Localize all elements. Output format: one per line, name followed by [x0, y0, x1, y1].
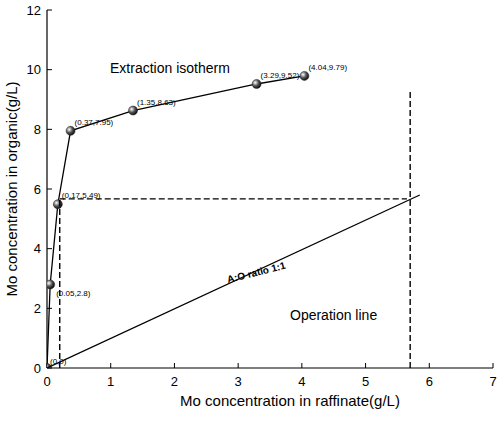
- point: [300, 71, 309, 80]
- x-tick: [429, 363, 430, 368]
- annotation: Operation line: [290, 307, 377, 323]
- data-label: (0.05,2.8): [56, 289, 91, 298]
- x-tick-label: 6: [426, 374, 433, 389]
- series-line: [47, 195, 420, 368]
- dashed-line: [60, 198, 407, 199]
- y-tick-label: 12: [27, 3, 41, 18]
- point: [66, 126, 75, 135]
- x-tick: [365, 363, 366, 368]
- dashed-line: [59, 199, 60, 368]
- data-label: (0.17,5.49): [62, 191, 101, 200]
- y-tick-label: 0: [34, 361, 41, 376]
- x-tick-label: 2: [171, 374, 178, 389]
- y-tick: [47, 248, 52, 249]
- data-label: (1.35,8.63): [137, 98, 176, 107]
- x-tick-label: 5: [362, 374, 369, 389]
- y-tick-label: 2: [34, 301, 41, 316]
- x-tick-label: 4: [298, 374, 305, 389]
- point: [53, 200, 62, 209]
- data-label: (3.29,9.52): [261, 71, 300, 80]
- data-label: (0.37,7.95): [75, 118, 114, 127]
- x-axis: [47, 367, 493, 368]
- annotation: Extraction isotherm: [110, 60, 230, 76]
- y-tick: [47, 10, 52, 11]
- x-tick-label: 7: [489, 374, 496, 389]
- x-tick: [174, 363, 175, 368]
- x-axis-title: Mo concentration in raffinate(g/L): [180, 392, 400, 409]
- y-tick: [47, 189, 52, 190]
- dashed-line: [409, 91, 410, 368]
- chart: 01234567024681012Mo concentration in raf…: [0, 0, 500, 422]
- data-label: (0,0): [50, 357, 67, 366]
- series-line: [47, 76, 304, 368]
- point: [47, 280, 55, 289]
- y-tick-label: 4: [34, 241, 41, 256]
- x-tick: [238, 363, 239, 368]
- y-tick: [47, 129, 52, 130]
- y-tick-label: 6: [34, 182, 41, 197]
- point: [252, 79, 261, 88]
- y-tick-label: 10: [27, 62, 41, 77]
- x-tick: [301, 363, 302, 368]
- x-tick-label: 3: [235, 374, 242, 389]
- x-tick-label: 1: [107, 374, 114, 389]
- plot-area: [47, 71, 420, 368]
- y-axis-title: Mo concentration in organic(g/L): [3, 81, 20, 296]
- x-tick: [110, 363, 111, 368]
- data-label: (4.04,9.79): [308, 63, 347, 72]
- point: [129, 106, 138, 115]
- y-tick-label: 8: [34, 122, 41, 137]
- y-tick: [47, 69, 52, 70]
- annotation: A:O ratio 1:1: [226, 260, 287, 285]
- x-tick-label: 0: [43, 374, 50, 389]
- x-tick: [493, 363, 494, 368]
